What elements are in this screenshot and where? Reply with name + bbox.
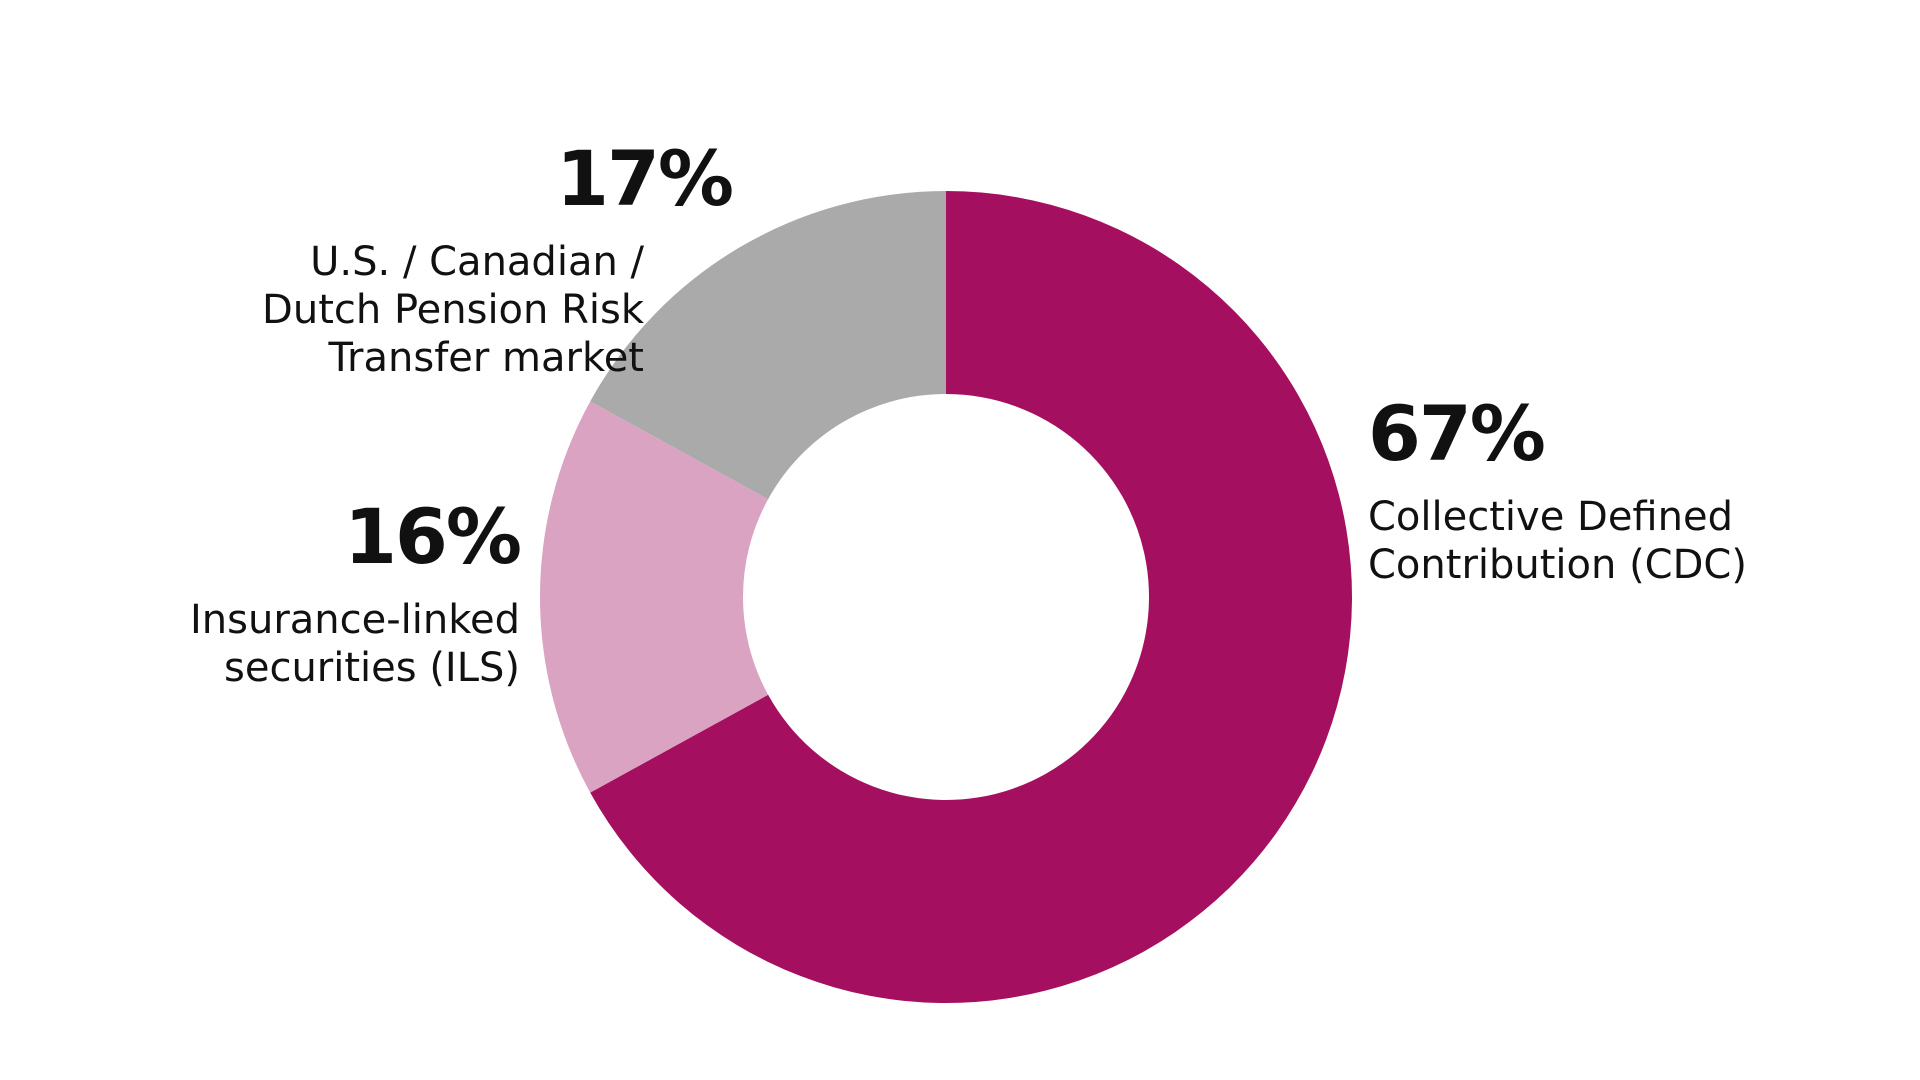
category-label: Collective Defined Contribution (CDC) — [1368, 494, 1747, 588]
category-label: Insurance-linked securities (ILS) — [190, 597, 520, 691]
value-label: 16% — [344, 492, 522, 581]
value-label: 17% — [556, 134, 734, 223]
slice-label-group: 67% Collective Defined Contribution (CDC… — [1368, 375, 1747, 608]
slice-label-group: 16% Insurance-linked securities (ILS) — [190, 478, 522, 711]
category-label: U.S. / Canadian / Dutch Pension Risk Tra… — [262, 239, 644, 381]
donut-slice — [590, 191, 946, 500]
slice-label-group: 17% U.S. / Canadian / Dutch Pension Risk… — [262, 120, 734, 401]
donut-slice — [539, 401, 769, 793]
value-label: 67% — [1368, 389, 1546, 478]
donut-slice — [590, 191, 1352, 1003]
